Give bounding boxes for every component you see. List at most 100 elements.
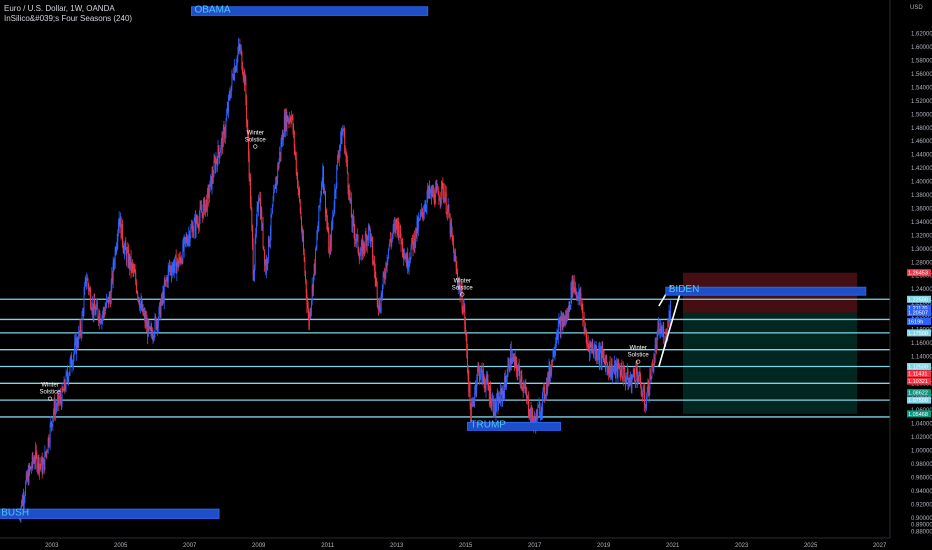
candle-body (41, 458, 43, 473)
candle-body (330, 240, 332, 248)
candle-body (569, 306, 571, 309)
candle-body (320, 194, 322, 199)
candle-body (229, 94, 231, 97)
candle-body (72, 356, 74, 365)
candle-body (218, 152, 220, 158)
candle-body (56, 398, 58, 407)
candle-body (385, 263, 387, 277)
candle-body (591, 346, 593, 348)
candle-body (185, 237, 186, 240)
candle-body (632, 374, 634, 379)
candle-body (399, 225, 401, 238)
candle-body (451, 223, 452, 233)
candle-body (411, 237, 413, 242)
candle-body (228, 94, 230, 97)
candle-body (159, 302, 161, 317)
candle-body (568, 302, 570, 313)
candle-body (153, 333, 155, 338)
candle-body (337, 156, 339, 158)
candle-body (174, 257, 176, 267)
candle-body (356, 234, 358, 236)
candle-body (225, 119, 227, 132)
candle-body (459, 284, 460, 286)
candle-body (194, 217, 196, 232)
candle-body (290, 120, 292, 123)
candle-body (314, 263, 316, 271)
candle-body (480, 367, 482, 370)
candle-body (101, 317, 103, 323)
candle-body (35, 449, 37, 463)
candle-body (420, 212, 422, 214)
candle-body (408, 260, 410, 267)
candle-body (389, 239, 391, 246)
candle-body (116, 241, 118, 247)
candle-body (566, 313, 568, 321)
candle-body (123, 249, 125, 254)
candle-body (30, 466, 32, 469)
candle-body (586, 337, 588, 345)
candle-body (601, 347, 603, 363)
candle-body (177, 258, 179, 268)
candle-body (354, 231, 356, 240)
candle-body (482, 370, 484, 384)
candle-body (395, 219, 397, 231)
candle-body (410, 247, 412, 259)
candle-body (105, 306, 107, 309)
candle-body (66, 372, 68, 374)
candle-body (469, 384, 471, 405)
candle-body (429, 186, 431, 195)
candle-body (393, 226, 395, 228)
x-tick-label: 2013 (390, 543, 404, 549)
candle-body (69, 361, 71, 372)
candle-body (147, 322, 149, 337)
candle-body (633, 369, 635, 375)
candle-body (405, 258, 407, 259)
candle-body (201, 212, 203, 213)
candle-body (436, 186, 438, 189)
candle-body (488, 387, 490, 391)
candle-body (619, 368, 621, 374)
candle-body (304, 261, 306, 273)
candle-body (175, 255, 176, 258)
candle-body (432, 189, 434, 197)
candle-body (330, 225, 332, 248)
candle-body (398, 235, 400, 238)
candle-body (418, 218, 420, 220)
candle-body (416, 220, 418, 237)
candle-body (430, 188, 432, 192)
candle-body (85, 278, 87, 284)
candle-body (503, 392, 505, 398)
candle-body (524, 386, 526, 389)
candle-body (49, 425, 51, 443)
candle-body (607, 368, 609, 370)
candle-body (478, 366, 480, 369)
candle-body (453, 243, 454, 249)
candle-body (554, 351, 556, 353)
candle-body (616, 362, 618, 377)
candle-body (531, 408, 533, 422)
candle-body (60, 399, 62, 407)
candle-body (25, 474, 27, 483)
candle-body (250, 177, 251, 204)
candle-body (449, 216, 450, 218)
candle-body (403, 255, 405, 258)
candle-body (341, 133, 343, 144)
candle-body (95, 309, 97, 315)
candle-body (511, 362, 513, 364)
price-tag-box (907, 370, 931, 378)
candle-body (441, 182, 443, 184)
candle-body (372, 259, 374, 263)
candle-body (254, 265, 255, 280)
candle-body (66, 372, 68, 378)
candle-body (68, 375, 70, 382)
candle-body (485, 382, 487, 391)
y-tick-label: 1.00000 (911, 449, 932, 455)
candle-body (275, 177, 277, 190)
y-tick-label: 1.30000 (911, 247, 932, 253)
candle-body (76, 338, 78, 346)
y-tick-label: 1.52000 (911, 99, 932, 105)
annotation-line2: Solstice (628, 353, 650, 359)
candle-body (646, 391, 648, 398)
x-tick-label: 2015 (459, 543, 473, 549)
